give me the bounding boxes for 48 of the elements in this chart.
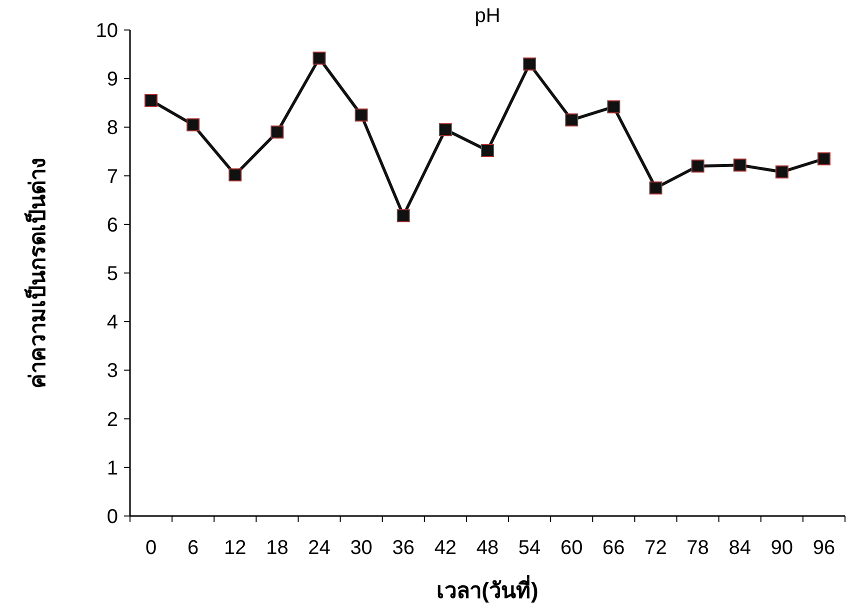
x-tick-label: 66 — [602, 537, 625, 559]
x-tick-label: 18 — [266, 537, 288, 559]
point — [481, 144, 494, 158]
x-tick-label: 12 — [224, 537, 246, 559]
y-tick-label: 1 — [106, 457, 118, 480]
y-tick-label: 10 — [96, 20, 118, 42]
x-tick-label: 30 — [350, 537, 372, 559]
x-tick-label: 6 — [188, 537, 199, 559]
point — [354, 108, 368, 122]
x-tick-label: 78 — [686, 537, 709, 559]
x-tick-label: 0 — [145, 537, 157, 559]
y-axis-title: ค่าความเป็นกรดเป็นด่าง — [23, 158, 50, 388]
y-tick-label: 0 — [106, 506, 118, 528]
chart-title: pH — [474, 5, 500, 27]
point — [565, 113, 578, 126]
x-tick-label: 42 — [434, 537, 457, 559]
y-tick-label: 5 — [106, 263, 118, 285]
x-tick-label: 36 — [392, 537, 415, 559]
point — [228, 168, 242, 182]
y-tick-label: 4 — [106, 312, 118, 334]
y-tick-label: 6 — [106, 214, 118, 236]
point — [270, 126, 284, 139]
x-tick-label: 72 — [644, 537, 667, 559]
point — [186, 118, 200, 132]
point — [607, 100, 620, 114]
x-tick-label: 54 — [518, 537, 541, 559]
y-tick-label: 7 — [106, 166, 118, 188]
x-tick-label: 24 — [308, 537, 330, 559]
point — [691, 160, 704, 173]
point — [649, 181, 662, 194]
x-axis-title: เวลา(วันที่) — [436, 574, 538, 603]
y-tick-label: 8 — [106, 117, 118, 140]
x-tick-label: 60 — [560, 537, 583, 559]
point — [144, 94, 158, 107]
point — [312, 52, 326, 65]
x-tick-label: 84 — [728, 537, 751, 559]
y-tick-label: 2 — [106, 408, 118, 431]
x-tick-label: 90 — [770, 537, 794, 559]
x-tick-label: 48 — [476, 537, 499, 559]
point — [438, 123, 452, 136]
y-tick-label: 3 — [106, 360, 118, 382]
y-tick-label: 9 — [106, 68, 118, 91]
point — [396, 209, 410, 222]
point — [523, 58, 536, 71]
point — [817, 152, 830, 166]
point — [775, 165, 788, 178]
point — [733, 158, 746, 172]
x-tick-label: 96 — [812, 537, 836, 559]
